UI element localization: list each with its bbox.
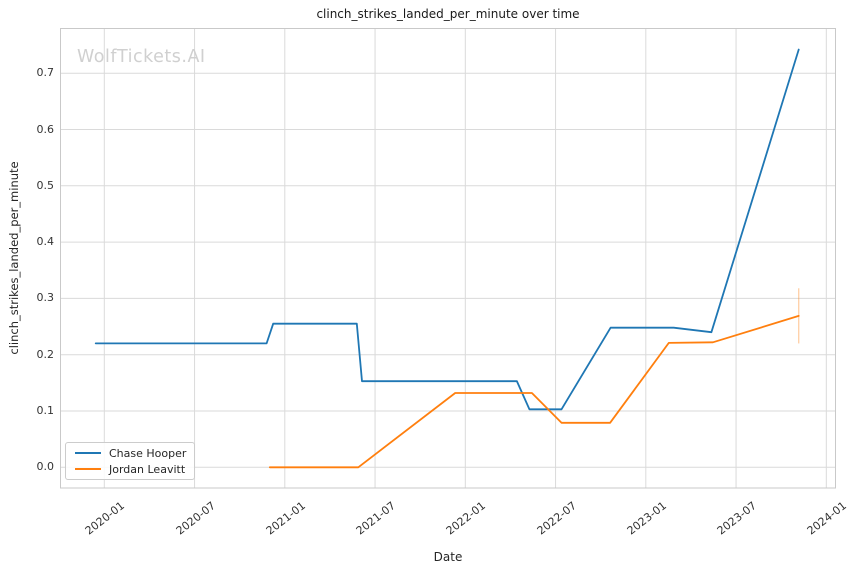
legend-line-swatch <box>75 468 101 470</box>
y-tick-label: 0.1 <box>36 404 55 417</box>
plot-border <box>60 28 836 489</box>
y-tick-label: 0.3 <box>36 291 55 305</box>
legend-label: Chase Hooper <box>109 446 187 460</box>
x-axis-label: Date <box>433 550 463 564</box>
legend-box: Chase Hooper Jordan Leavitt <box>65 442 195 480</box>
y-axis-label: clinch_strikes_landed_per_minute <box>7 161 21 355</box>
series-line-chase-hooper <box>94 48 800 411</box>
chart-title: clinch_strikes_landed_per_minute over ti… <box>316 7 580 21</box>
series-line-jordan-leavitt <box>268 314 800 469</box>
legend-item-jordan-leavitt: Jordan Leavitt <box>75 463 194 476</box>
legend-line-swatch <box>75 452 101 454</box>
legend-label: Jordan Leavitt <box>109 462 186 476</box>
y-tick-label: 0.2 <box>36 347 55 361</box>
legend-item-chase-hooper: Chase Hooper <box>75 447 194 460</box>
y-tick-label: 0.7 <box>36 66 55 80</box>
y-tick-label: 0.6 <box>36 122 55 136</box>
y-tick-label: 0.0 <box>36 460 55 474</box>
watermark-logo-text: WolfTickets.AI <box>77 47 206 67</box>
y-tick-label: 0.4 <box>36 235 55 249</box>
y-tick-label: 0.5 <box>36 178 55 192</box>
